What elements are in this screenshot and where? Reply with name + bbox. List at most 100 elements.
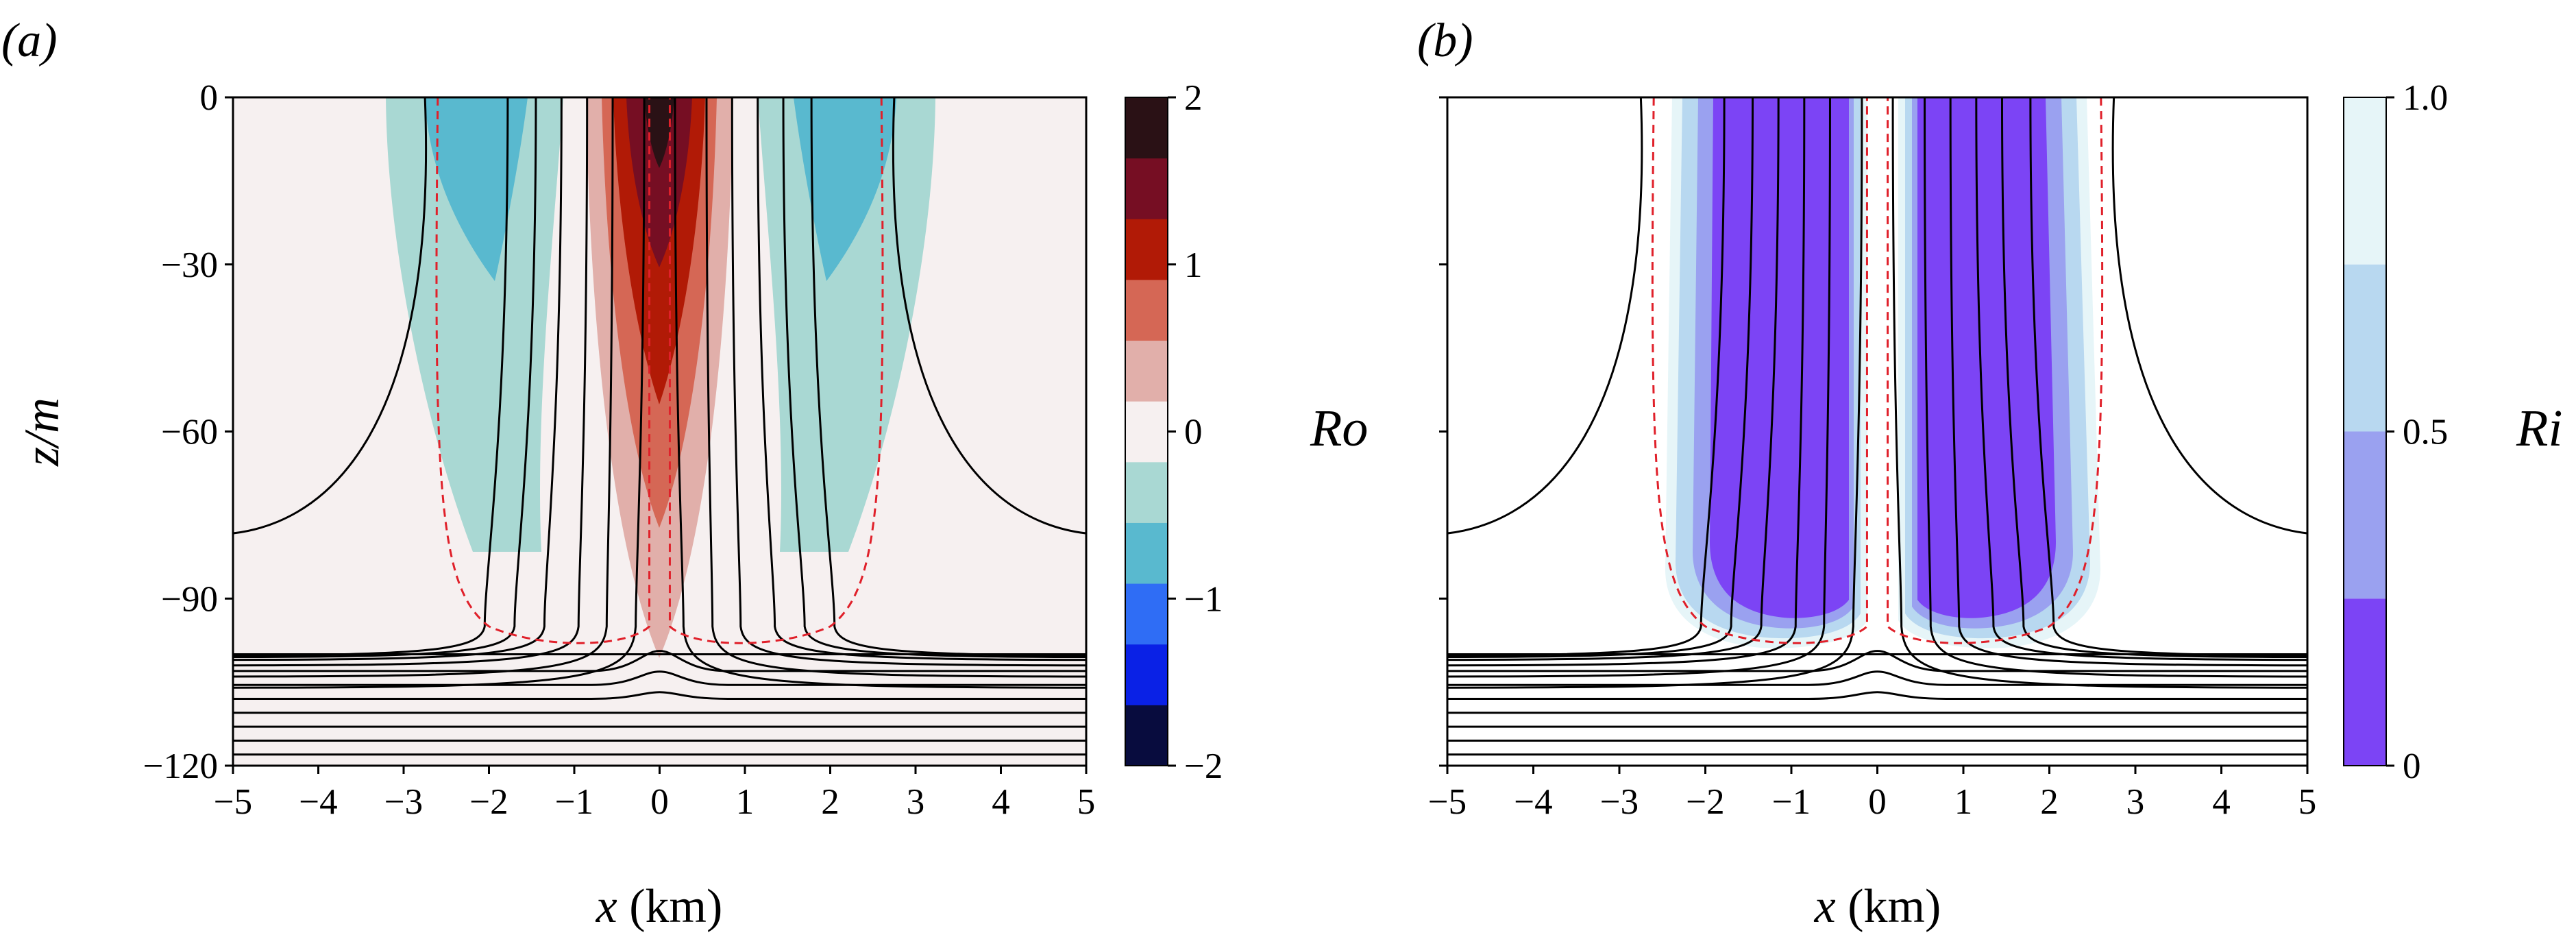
colorbar-swatch <box>1125 644 1168 705</box>
x-tick-label: −1 <box>555 782 593 822</box>
ri-left-025 <box>1710 97 1849 618</box>
isopycnal-line <box>892 97 1086 535</box>
x-tick-label: −5 <box>1428 782 1467 822</box>
y-tick-label: −60 <box>161 413 218 452</box>
panel-b-field <box>1447 97 2307 766</box>
isopycnal-line <box>233 670 1086 686</box>
isopycnal-line <box>233 97 509 657</box>
x-tick-label: 2 <box>821 782 839 822</box>
x-tick-label: −2 <box>1686 782 1724 822</box>
colorbar-swatch <box>1125 401 1168 463</box>
colorbar-swatch <box>1125 522 1168 584</box>
isopycnal-line <box>1447 97 1643 535</box>
x-tick-label: 0 <box>650 782 669 822</box>
isopycnal-line <box>1447 691 2307 700</box>
colorbar-swatch <box>1125 97 1168 159</box>
isopycnal-line <box>233 97 428 535</box>
isopycnal-line <box>2029 97 2307 657</box>
colorbar-swatch <box>1125 340 1168 402</box>
x-tick-label: −5 <box>214 782 252 822</box>
colorbar-swatch <box>1125 219 1168 280</box>
isopycnal-line <box>2111 97 2307 535</box>
isopycnal-line <box>1949 97 2307 667</box>
isopycnal-line <box>233 97 614 678</box>
panel-a: (a) −5 −4 −3 −2 −1 0 1 2 3 4 50−30−60−90−120 x (km… <box>1 14 1368 933</box>
y-tick-label: −120 <box>143 746 218 786</box>
x-tick-label: 4 <box>992 782 1010 822</box>
panel-b-xlabel: x (km) <box>1814 880 1941 933</box>
colorbar-swatch <box>1125 705 1168 766</box>
isopycnal-line <box>1447 670 2307 686</box>
isopycnal-line <box>1447 97 1831 678</box>
x-tick-label: 4 <box>2212 782 2231 822</box>
colorbar-swatch <box>1125 461 1168 523</box>
ro-lobe-right-light <box>758 97 935 552</box>
panel-a-label: (a) <box>1 14 58 67</box>
x-tick-label: 3 <box>907 782 925 822</box>
colorbar-tick-label: 1.0 <box>2403 78 2448 118</box>
y-tick-label: 0 <box>200 78 219 118</box>
isopycnal-line <box>233 97 563 661</box>
colorbar-tick-label: 0 <box>2403 746 2421 786</box>
isopycnal-line <box>1975 97 2307 661</box>
ro-core-left <box>425 97 528 281</box>
colorbar-ro-label: Ro <box>1310 400 1368 457</box>
panel-b-ticks: −5 −4 −3 −2 −1 0 1 2 3 4 5 <box>1428 96 2317 822</box>
isopycnal-line <box>233 691 1086 700</box>
ro-core-right <box>794 97 896 281</box>
x-tick-label: 1 <box>736 782 755 822</box>
isopycnal-line <box>731 97 1086 667</box>
panel-a-ylabel: z/m <box>14 398 69 467</box>
x-tick-label: 5 <box>1077 782 1096 822</box>
colorbar-ro: 2 1 0 −1 −2 <box>1125 78 1223 786</box>
panel-a-field <box>233 97 1086 766</box>
panel-b-label: (b) <box>1417 14 1473 67</box>
colorbar-swatch <box>1125 583 1168 645</box>
boundary-dashed <box>668 97 884 644</box>
y-tick-label: −30 <box>161 245 218 285</box>
panel-a-contours <box>233 97 1086 756</box>
isopycnal-line <box>1447 97 1726 657</box>
colorbar-tick-label: 0.5 <box>2403 413 2448 452</box>
x-tick-label: 5 <box>2298 782 2317 822</box>
panel-b-contours <box>1447 97 2307 756</box>
colorbar-swatch <box>1125 279 1168 341</box>
ro-positive-max <box>644 97 674 168</box>
isopycnal-line <box>233 97 589 667</box>
x-tick-label: −3 <box>1600 782 1639 822</box>
x-tick-label: 1 <box>1954 782 1973 822</box>
colorbar-swatch <box>2344 431 2386 599</box>
isopycnal-line <box>1447 650 2307 672</box>
isopycnal-line <box>1924 97 2307 678</box>
colorbar-swatch <box>2344 598 2386 766</box>
panel-b: (b) −5 −4 −3 −2 −1 0 1 2 3 4 5 x (km) 1.0 0.5 0 Ri <box>1417 14 2563 933</box>
x-tick-label: 2 <box>2040 782 2059 822</box>
isopycnal-line <box>233 650 1086 672</box>
colorbar-tick-label: 2 <box>1184 78 1203 118</box>
isopycnal-line <box>1447 97 1780 661</box>
colorbar-tick-label: 0 <box>1184 413 1203 452</box>
ro-lobe-left-light <box>386 97 563 552</box>
x-tick-label: −1 <box>1772 782 1811 822</box>
isopycnal-line <box>705 97 1086 678</box>
boundary-dashed <box>435 97 651 644</box>
panel-a-xlabel: x (km) <box>596 880 723 933</box>
x-tick-label: 0 <box>1868 782 1887 822</box>
colorbar-tick-label: −2 <box>1184 746 1223 786</box>
colorbar-swatch <box>1125 158 1168 219</box>
x-tick-label: 3 <box>2126 782 2145 822</box>
panel-a-ticks: −5 −4 −3 −2 −1 0 1 2 3 4 5 0 −30 −60 −90 −120 <box>143 78 1096 822</box>
isopycnal-line <box>1447 97 1806 667</box>
colorbar-tick-label: 1 <box>1184 245 1203 285</box>
x-tick-label: −4 <box>1514 782 1552 822</box>
colorbar-ri-label: Ri <box>2516 400 2563 457</box>
colorbar-ri: 1.0 0.5 0 <box>2343 78 2448 786</box>
x-tick-label: −2 <box>469 782 508 822</box>
x-tick-label: −4 <box>299 782 337 822</box>
isopycnal-line <box>810 97 1086 657</box>
colorbar-swatch <box>2344 97 2386 265</box>
x-tick-label: −3 <box>384 782 423 822</box>
colorbar-swatch <box>2344 264 2386 432</box>
colorbar-tick-label: −1 <box>1184 579 1223 619</box>
